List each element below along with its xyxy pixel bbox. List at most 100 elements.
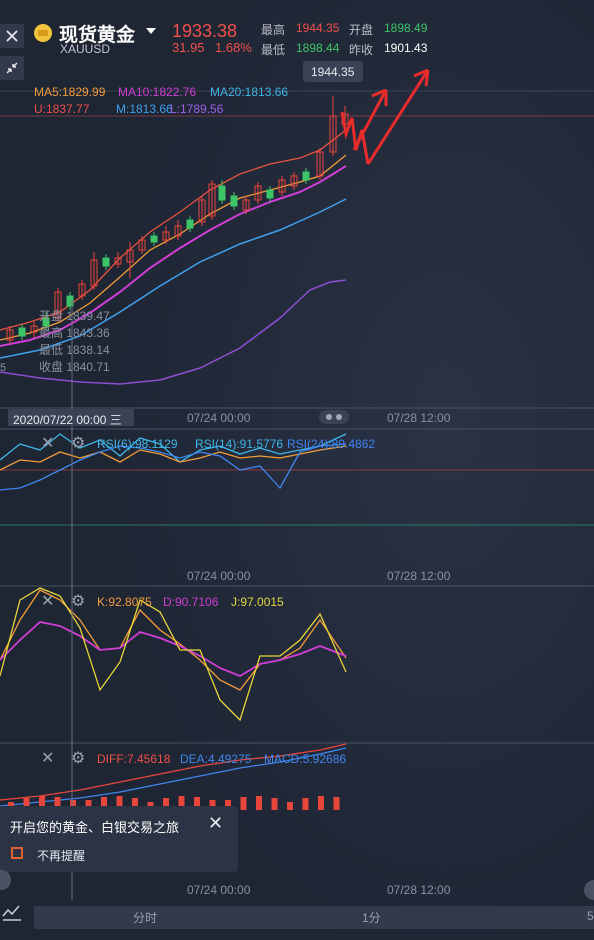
chevron-down-icon[interactable] — [146, 28, 156, 34]
boll-lower-line — [0, 279, 347, 385]
candle — [230, 195, 238, 207]
candle — [278, 179, 286, 193]
pane-resize-handle[interactable] — [319, 410, 349, 424]
instrument-title[interactable]: 现货黄金 — [59, 25, 136, 46]
macd-bar — [271, 798, 278, 810]
popup-close-icon[interactable]: ✕ — [208, 813, 224, 833]
macd-value-legend: MACD:5.92686 — [264, 752, 347, 766]
ma10-line — [0, 165, 347, 347]
macd-bar — [39, 796, 45, 810]
macd-bar — [70, 800, 76, 810]
chart-type-icon[interactable] — [0, 900, 24, 924]
kdj-j-line — [0, 587, 347, 722]
cursor-date-text: 2020/07/22 00:00 三 — [13, 413, 122, 427]
rsi24-legend: RSI(24):89.4862 — [287, 437, 376, 451]
rsi-settings-gear-icon[interactable]: ⚙ — [71, 435, 86, 452]
candle — [126, 249, 134, 263]
candle — [30, 325, 38, 333]
kdj-settings-gear-icon[interactable]: ⚙ — [71, 593, 86, 610]
period-tab-5min[interactable]: 5 — [587, 909, 594, 923]
rsi14-legend: RSI(14):91.5776 — [195, 437, 284, 451]
candle — [102, 257, 110, 267]
ma20-legend: MA20:1813.66 — [210, 85, 289, 99]
macd-bar — [287, 802, 293, 810]
macd-bar — [101, 797, 107, 810]
macd-settings-gear-icon[interactable]: ⚙ — [71, 750, 86, 767]
rsi6-legend: RSI(6):98.1129 — [97, 437, 178, 451]
macd-bar — [132, 798, 138, 810]
candle — [242, 199, 250, 211]
candle — [316, 151, 324, 177]
gold-coin-icon — [34, 24, 52, 42]
candle — [18, 327, 26, 337]
kdj-d-legend: D:90.7106 — [163, 595, 219, 609]
kdj-j-legend: J:97.0015 — [231, 595, 284, 609]
rsi-time-tick-2: 07/28 12:00 — [387, 569, 451, 583]
scroll-left-button[interactable] — [0, 870, 11, 890]
macd-bar — [85, 800, 92, 810]
candle — [302, 171, 310, 181]
period-tab-timeshare[interactable]: 分时 — [133, 911, 158, 925]
promo-popup: 开启您的黄金、白银交易之旅 ✕ 不再提醒 — [0, 806, 238, 872]
ma5-line — [0, 154, 347, 341]
macd-time-tick-2: 07/28 12:00 — [387, 883, 451, 897]
close-icon — [6, 30, 18, 42]
peak-price-tag: 1944.35 — [303, 61, 363, 82]
fullscreen-button[interactable] — [0, 56, 24, 80]
scroll-right-button[interactable] — [584, 880, 594, 900]
time-tick-2: 07/28 12:00 — [387, 411, 451, 425]
boll-lower-legend: L:1789.56 — [170, 102, 224, 116]
macd-diff-line — [0, 743, 347, 801]
current-price: 1933.38 — [172, 21, 238, 41]
candle — [138, 239, 146, 251]
ma10-legend: MA10:1822.76 — [118, 85, 197, 99]
tooltip-high: 最高 1843.36 — [39, 326, 110, 340]
kdj-close-icon[interactable]: ✕ — [41, 593, 55, 610]
boll-upper-legend: U:1837.77 — [34, 102, 90, 116]
candle — [208, 183, 216, 217]
macd-bar — [54, 797, 61, 810]
annotation-arrows — [340, 68, 430, 165]
candle — [42, 317, 50, 327]
macd-bar — [178, 796, 185, 810]
candle — [78, 283, 86, 297]
dont-remind-checkbox[interactable] — [11, 847, 23, 859]
candle — [54, 291, 62, 319]
candle — [186, 219, 194, 229]
candle — [329, 115, 337, 153]
tooltip-open: 开盘 1839.47 — [39, 309, 110, 323]
prev-close-value: 1901.43 — [384, 41, 428, 55]
dont-remind-label[interactable]: 不再提醒 — [37, 849, 86, 863]
peak-price-text: 1944.35 — [311, 65, 355, 79]
macd-bar — [194, 797, 200, 810]
macd-bar — [302, 798, 309, 810]
macd-bar — [256, 796, 262, 810]
price-change: 31.95 — [172, 40, 205, 55]
period-tab-1min[interactable]: 1分 — [362, 911, 381, 925]
close-chart-button[interactable] — [0, 24, 24, 48]
macd-bar — [23, 798, 30, 810]
annotation-arrow-2 — [366, 68, 430, 165]
promo-message: 开启您的黄金、白银交易之旅 — [10, 820, 180, 835]
boll-mid-legend: M:1813.66 — [116, 102, 173, 116]
rsi-time-tick-1: 07/24 00:00 — [187, 569, 251, 583]
ma5-legend: MA5:1829.99 — [34, 85, 106, 99]
candle — [6, 329, 14, 341]
rsi14-line — [0, 445, 347, 471]
low-label: 最低 — [261, 43, 286, 57]
candle — [90, 259, 98, 287]
rsi-close-icon[interactable]: ✕ — [41, 435, 55, 452]
kdj-d-line — [0, 621, 347, 678]
macd-bar — [116, 796, 123, 810]
candle — [198, 199, 206, 223]
macd-close-icon[interactable]: ✕ — [41, 750, 55, 767]
candle — [114, 257, 122, 265]
line-chart-icon — [2, 905, 21, 921]
kdj-k-line — [0, 589, 347, 691]
candle — [266, 189, 274, 199]
kdj-k-legend: K:92.8075 — [97, 595, 152, 609]
high-value: 1944.35 — [296, 21, 340, 35]
price-scale-fragment: 5 — [0, 362, 7, 374]
tooltip-close: 收盘 1840.71 — [39, 360, 110, 374]
